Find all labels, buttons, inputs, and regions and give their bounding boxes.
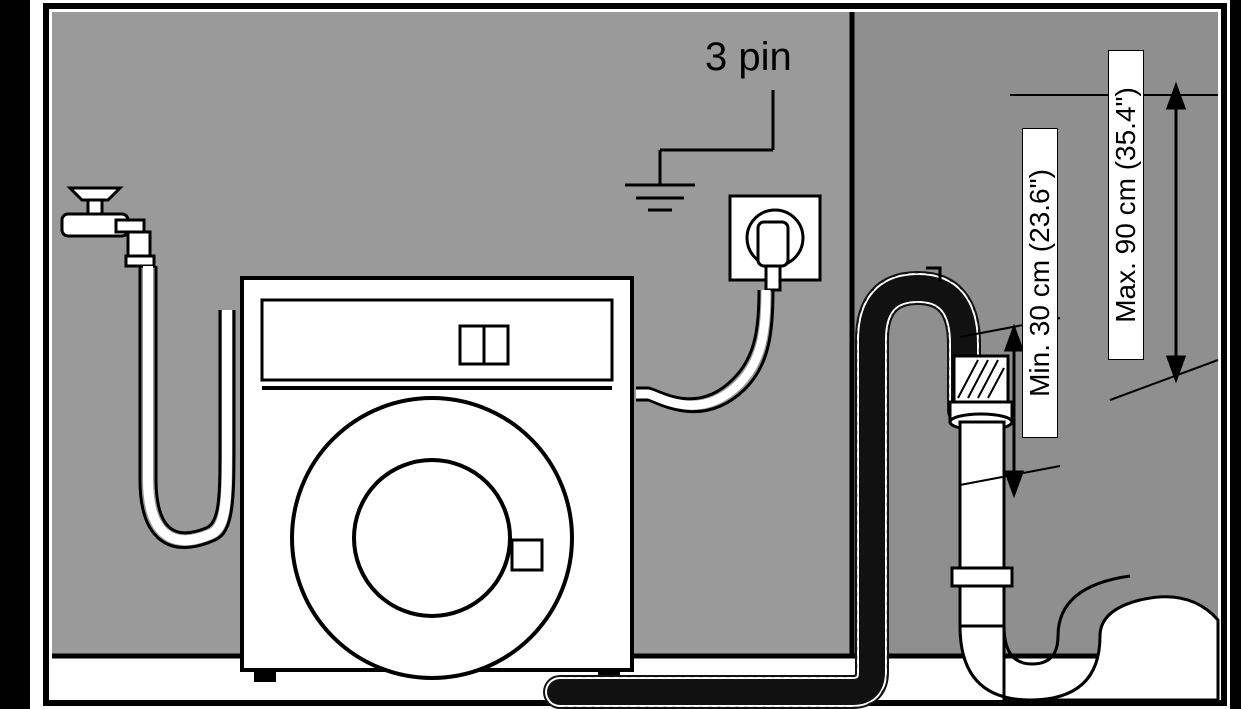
- washing-machine-icon: [242, 278, 632, 682]
- max-height-label: Max. 90 cm (35.4"): [1108, 50, 1144, 360]
- max-height-label-text: Max. 90 cm (35.4"): [1112, 87, 1140, 323]
- plug-label: 3 pin: [705, 35, 792, 79]
- min-height-label-text: Min. 30 cm (23.6"): [1026, 169, 1054, 397]
- diagram-root: 3 pin Min. 30 cm (23.6") Max. 90 cm (35.…: [0, 0, 1241, 709]
- power-outlet-icon: [730, 196, 820, 290]
- min-height-label: Min. 30 cm (23.6"): [1022, 128, 1058, 438]
